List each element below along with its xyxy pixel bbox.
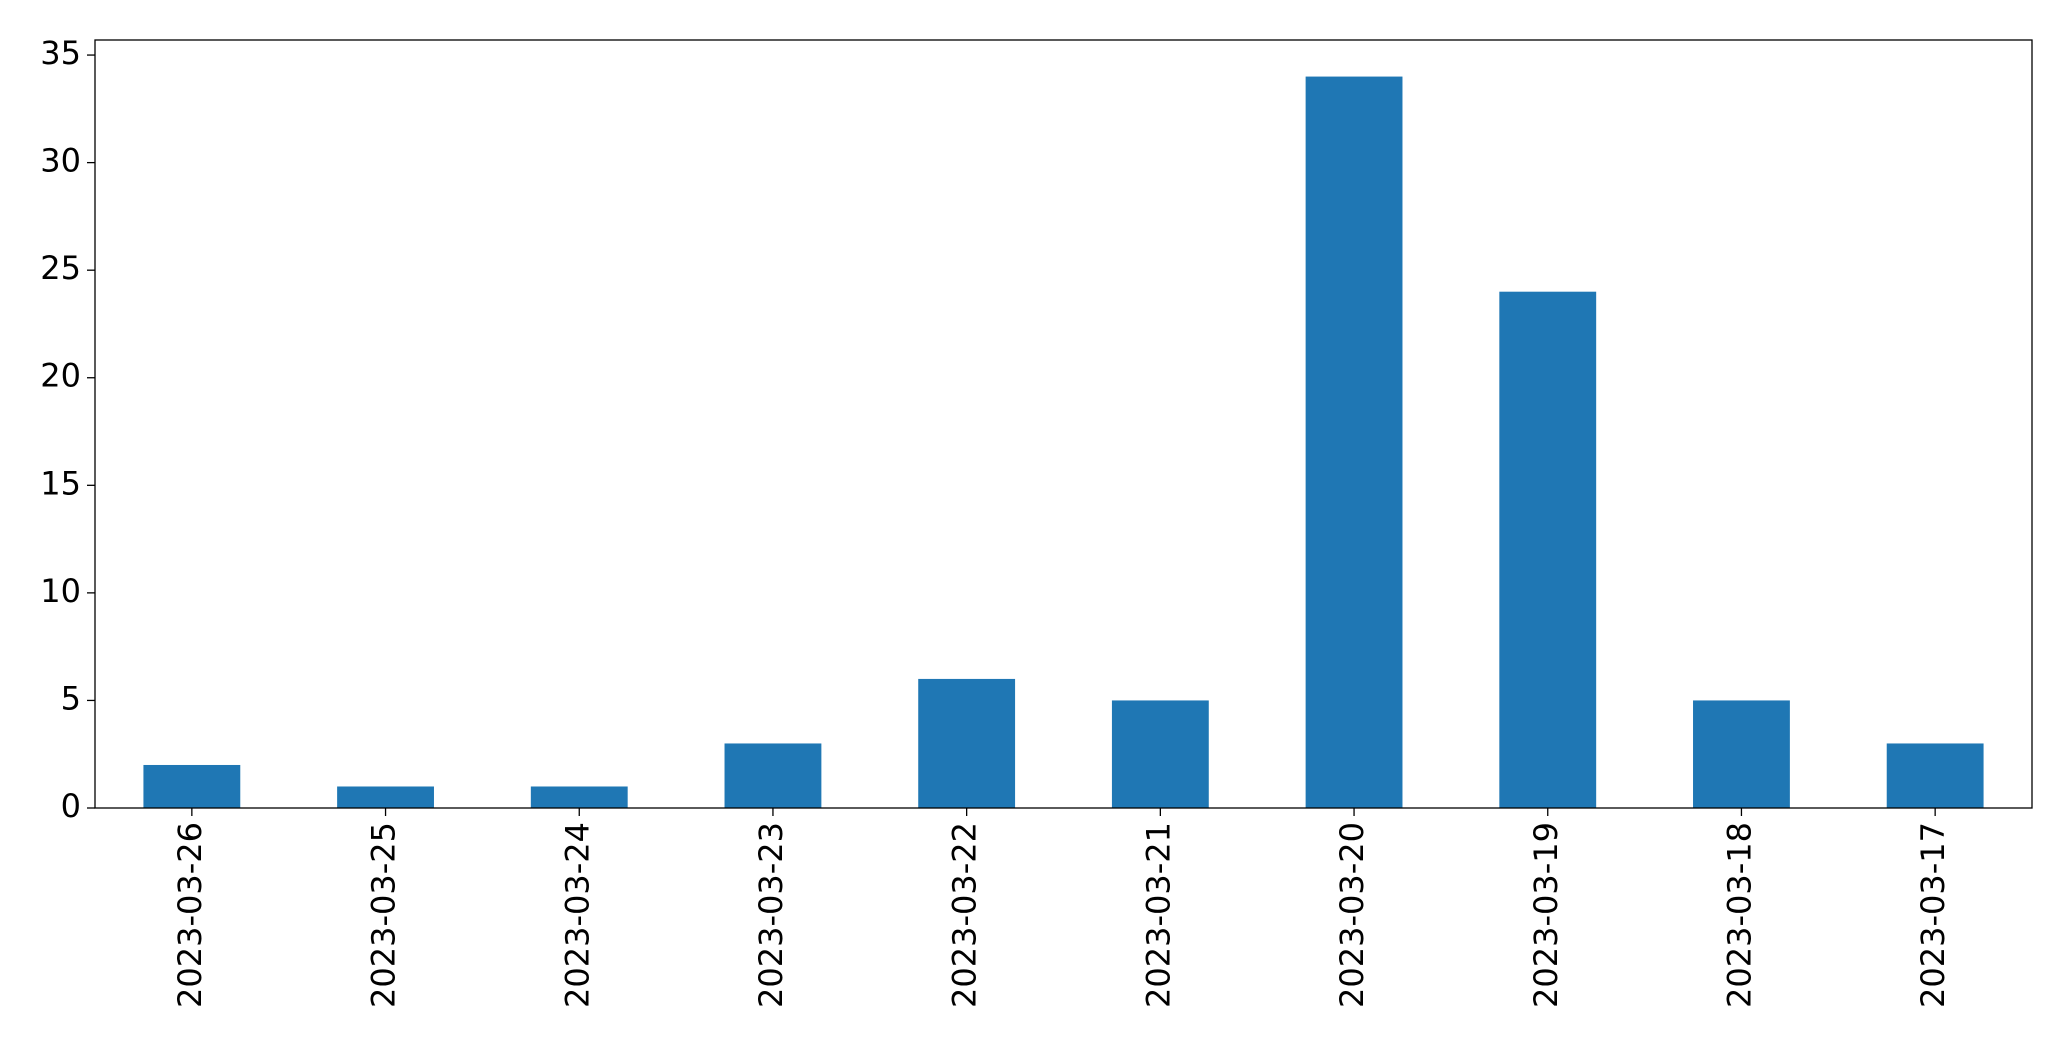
- x-tick-label: 2023-03-19: [1527, 822, 1565, 1008]
- bar: [337, 786, 434, 808]
- x-tick-label: 2023-03-24: [558, 822, 596, 1008]
- y-tick-label: 10: [40, 572, 81, 610]
- y-tick-label: 5: [61, 679, 81, 717]
- x-tick-label: 2023-03-22: [946, 822, 984, 1008]
- bar: [1693, 700, 1790, 808]
- bar: [1499, 291, 1597, 808]
- bar: [530, 786, 628, 808]
- x-tick-label: 2023-03-18: [1720, 822, 1758, 1008]
- bar: [724, 743, 822, 808]
- bar: [1305, 76, 1403, 809]
- x-tick-label: 2023-03-20: [1333, 822, 1371, 1008]
- bar: [918, 678, 1016, 808]
- y-tick-label: 15: [40, 464, 81, 502]
- y-tick-label: 0: [61, 787, 81, 825]
- bar: [1111, 700, 1209, 808]
- x-tick-label: 2023-03-25: [365, 822, 403, 1008]
- y-tick-label: 20: [40, 357, 81, 395]
- x-tick-label: 2023-03-23: [752, 822, 790, 1008]
- x-tick-label: 2023-03-26: [171, 822, 209, 1008]
- y-tick-label: 25: [40, 249, 81, 287]
- axes-frame: [94, 39, 2033, 809]
- y-tick-label: 30: [40, 142, 81, 180]
- bar: [143, 764, 241, 808]
- bar: [1886, 743, 1984, 808]
- x-tick-label: 2023-03-17: [1914, 822, 1952, 1008]
- x-tick-label: 2023-03-21: [1139, 822, 1177, 1008]
- y-tick-label: 35: [40, 34, 81, 72]
- plot-area: 0 5 10 15 20 25 30 35 2023-03-26 2023-03-25 2023-0…: [40, 34, 1984, 1008]
